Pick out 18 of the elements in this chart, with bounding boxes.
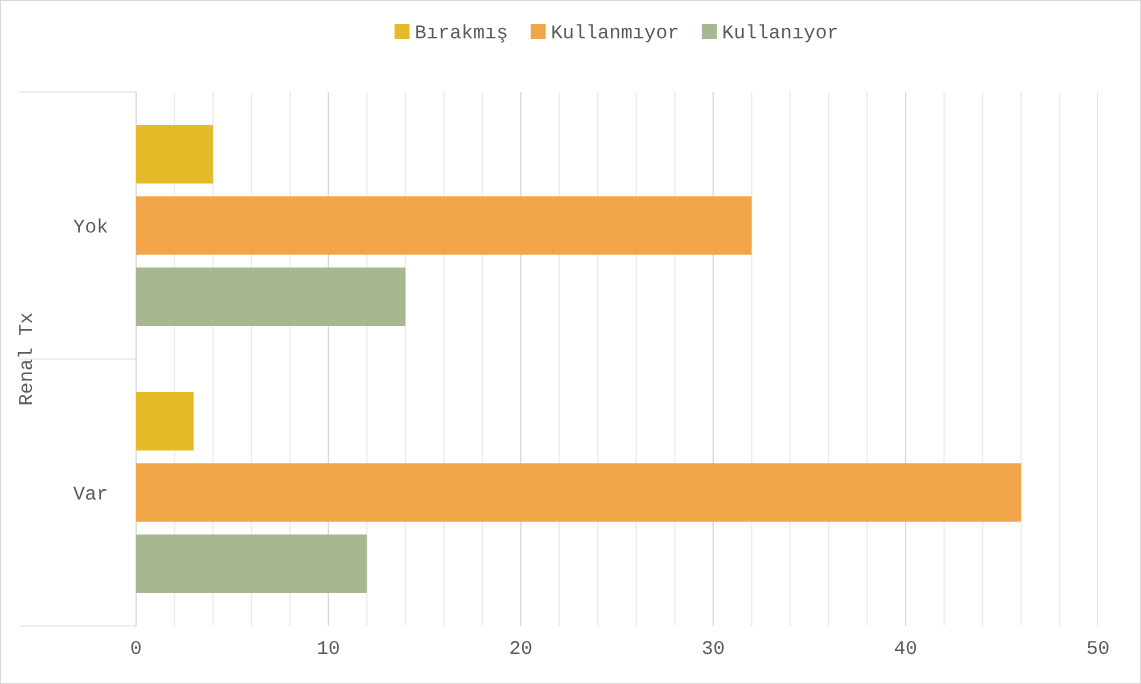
bar — [136, 267, 406, 326]
bar — [136, 392, 194, 451]
y-axis-title: Renal Tx — [17, 313, 33, 405]
legend-label: Bırakmış — [416, 24, 507, 43]
x-tick-label: 10 — [318, 640, 339, 655]
x-tick-label: 0 — [131, 640, 141, 655]
y-tick-label: Yok — [73, 218, 108, 233]
x-tick-label: 50 — [1087, 640, 1109, 655]
legend-label: Kullanmıyor — [552, 24, 678, 43]
x-tick-label: 20 — [510, 640, 532, 655]
bar — [136, 125, 213, 184]
x-tick-label: 40 — [894, 640, 917, 655]
bar — [136, 534, 367, 593]
legend-label: Kullanıyor — [723, 24, 837, 43]
bar — [136, 463, 1022, 522]
y-tick-label: Var — [73, 486, 107, 500]
x-tick-label: 30 — [702, 640, 724, 655]
bar — [136, 196, 752, 255]
